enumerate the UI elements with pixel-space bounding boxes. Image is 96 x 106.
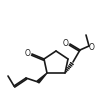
Text: O: O (63, 40, 69, 49)
Polygon shape (37, 73, 47, 83)
Text: O: O (89, 43, 95, 52)
Text: O: O (25, 50, 31, 59)
